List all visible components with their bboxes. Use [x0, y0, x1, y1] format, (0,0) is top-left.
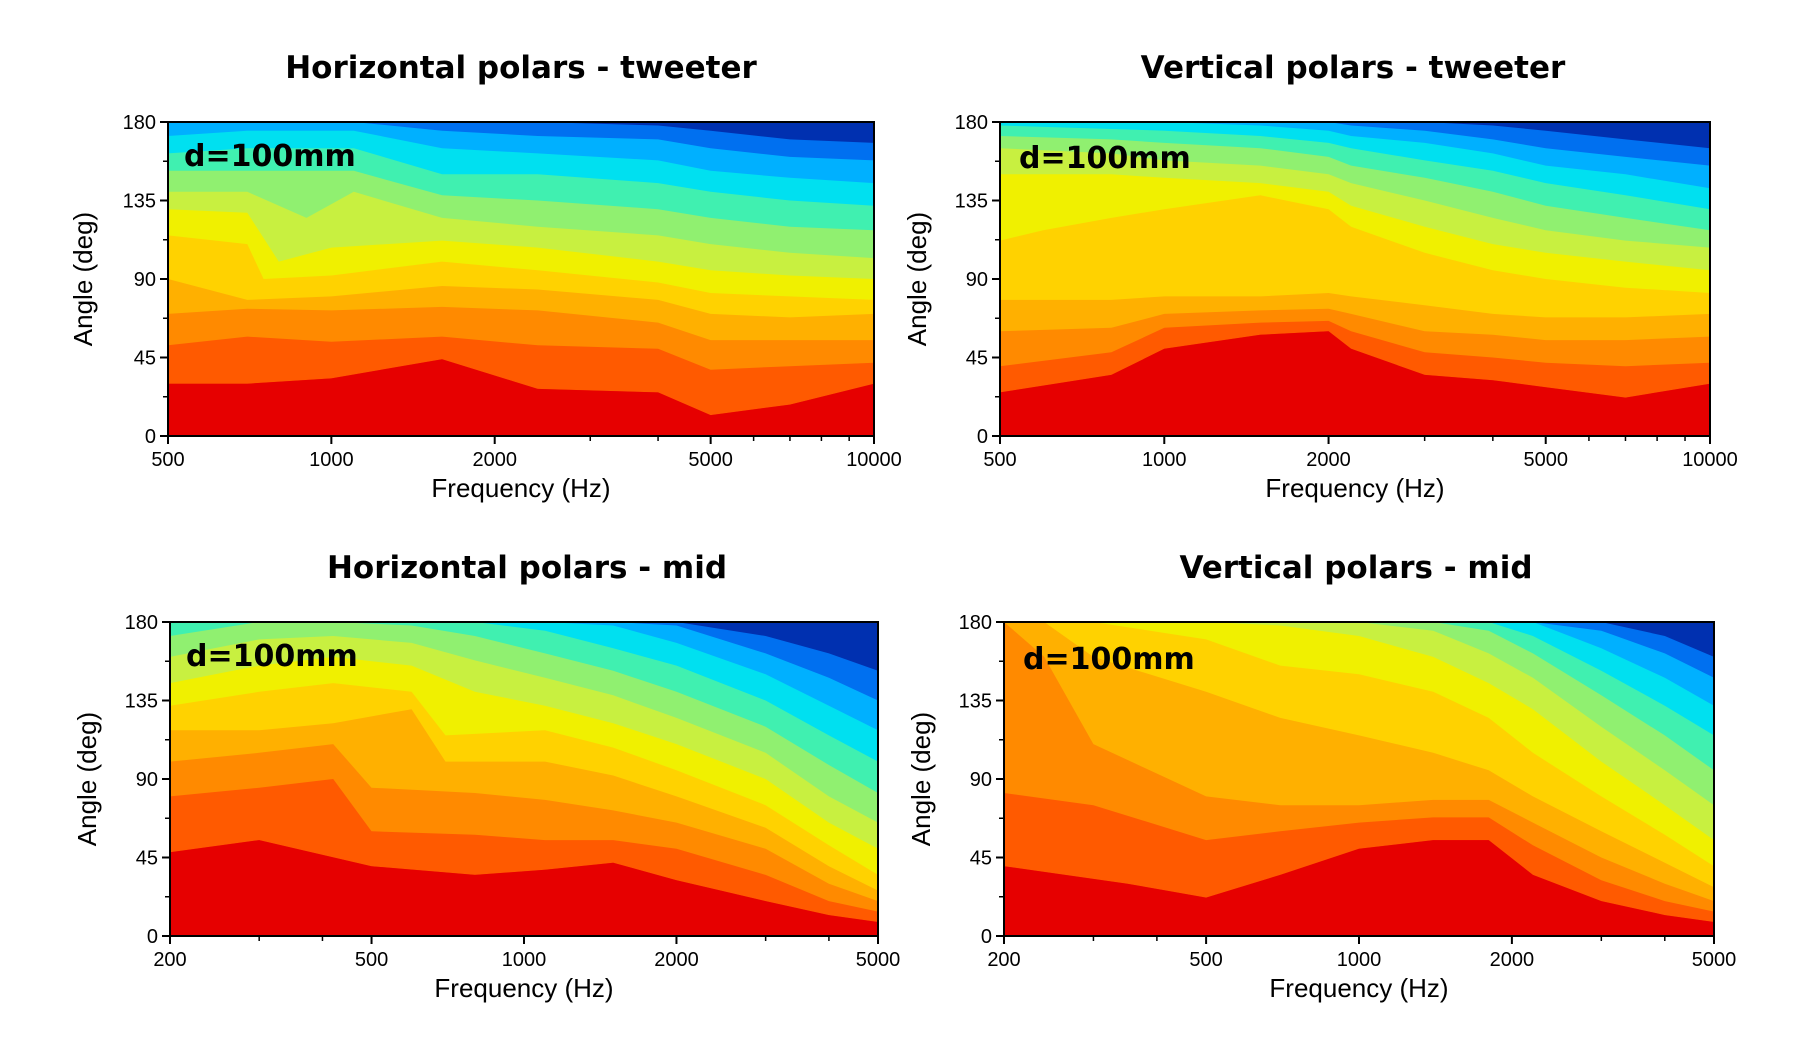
panel-title: Vertical polars - mid — [1179, 550, 1532, 586]
x-tick-label: 200 — [987, 949, 1020, 971]
x-tick-label: 5000 — [1523, 449, 1568, 471]
y-tick-label: 135 — [955, 191, 988, 213]
x-tick-label: 500 — [355, 949, 388, 971]
y-axis-label: Angle (deg) — [68, 212, 98, 346]
x-axis-label: Frequency (Hz) — [1265, 473, 1444, 503]
contour-fill — [168, 122, 874, 436]
y-tick-label: 0 — [145, 426, 156, 448]
x-axis-label: Frequency (Hz) — [434, 973, 613, 1003]
distance-annotation: d=100mm — [1019, 141, 1191, 176]
y-tick-label: 135 — [125, 691, 158, 713]
panel-vertical-tweeter: Vertical polars - tweeter 500 1000 2000 500… — [902, 50, 1738, 503]
y-tick-label: 90 — [136, 769, 158, 791]
y-tick-label: 90 — [134, 269, 156, 291]
y-tick-label: 45 — [134, 348, 156, 370]
panel-title: Horizontal polars - tweeter — [285, 50, 757, 86]
distance-annotation: d=100mm — [184, 139, 356, 174]
x-axis-label: Frequency (Hz) — [431, 473, 610, 503]
axis-ticks: 200 500 1000 2000 5000 0 45 90 135 180 — [959, 612, 1737, 971]
x-tick-label: 2000 — [654, 949, 699, 971]
x-tick-label: 10000 — [1682, 449, 1738, 471]
y-tick-label: 90 — [970, 769, 992, 791]
contour-fill — [1000, 122, 1710, 436]
x-tick-label: 500 — [1189, 949, 1222, 971]
y-tick-label: 90 — [966, 269, 988, 291]
distance-annotation: d=100mm — [186, 639, 358, 674]
x-tick-label: 500 — [983, 449, 1016, 471]
y-axis-label: Angle (deg) — [906, 712, 936, 846]
y-tick-label: 45 — [136, 848, 158, 870]
contour-band-lowest — [170, 840, 878, 936]
panel-vertical-mid: Vertical polars - mid 200 500 1000 2000 5000… — [906, 550, 1736, 1003]
y-axis-label: Angle (deg) — [72, 712, 102, 846]
x-tick-label: 1000 — [1142, 449, 1187, 471]
panel-title: Vertical polars - tweeter — [1141, 50, 1566, 86]
contour-band-lowest — [168, 359, 874, 436]
panel-horizontal-mid: Horizontal polars - mid 200 500 1000 2000 50… — [72, 550, 900, 1003]
axis-ticks: 500 1000 2000 5000 10000 0 45 90 135 180 — [123, 112, 902, 471]
x-tick-label: 10000 — [846, 449, 902, 471]
x-tick-label: 1000 — [309, 449, 354, 471]
contour-fill — [170, 622, 878, 936]
x-tick-label: 2000 — [472, 449, 517, 471]
x-tick-label: 200 — [153, 949, 186, 971]
x-tick-label: 5000 — [1692, 949, 1737, 971]
y-tick-label: 0 — [147, 926, 158, 948]
x-tick-label: 5000 — [856, 949, 901, 971]
y-tick-label: 45 — [970, 848, 992, 870]
x-tick-label: 2000 — [1490, 949, 1535, 971]
y-tick-label: 0 — [977, 426, 988, 448]
contour-band-lowest — [1000, 331, 1710, 436]
axis-ticks: 200 500 1000 2000 5000 0 45 90 135 180 — [125, 612, 901, 971]
x-axis-label: Frequency (Hz) — [1269, 973, 1448, 1003]
y-tick-label: 180 — [123, 112, 156, 134]
panel-horizontal-tweeter: Horizontal polars - tweeter 500 1000 2000 5… — [68, 50, 902, 503]
y-tick-label: 135 — [959, 691, 992, 713]
x-tick-label: 500 — [151, 449, 184, 471]
axis-ticks: 500 1000 2000 5000 10000 0 45 90 135 180 — [955, 112, 1738, 471]
y-tick-label: 135 — [123, 191, 156, 213]
panel-title: Horizontal polars - mid — [327, 550, 727, 586]
x-tick-label: 1000 — [502, 949, 547, 971]
x-tick-label: 5000 — [688, 449, 733, 471]
y-tick-label: 0 — [981, 926, 992, 948]
contour-fill — [1004, 622, 1714, 936]
distance-annotation: d=100mm — [1023, 642, 1195, 677]
y-tick-label: 180 — [959, 612, 992, 634]
contour-band-lowest — [1004, 840, 1714, 936]
y-tick-label: 180 — [125, 612, 158, 634]
y-tick-label: 45 — [966, 348, 988, 370]
y-axis-label: Angle (deg) — [902, 212, 932, 346]
x-tick-label: 1000 — [1337, 949, 1382, 971]
y-tick-label: 180 — [955, 112, 988, 134]
x-tick-label: 2000 — [1306, 449, 1351, 471]
